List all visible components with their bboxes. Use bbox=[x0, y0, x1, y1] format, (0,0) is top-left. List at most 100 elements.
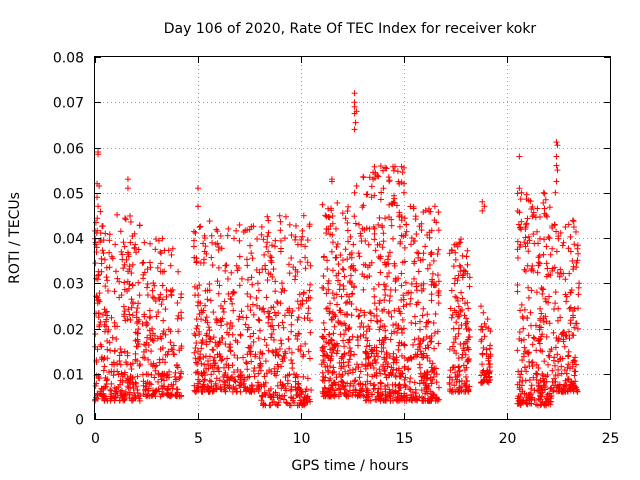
data-point bbox=[215, 264, 222, 271]
data-point bbox=[374, 318, 381, 325]
data-point bbox=[125, 384, 132, 391]
data-point bbox=[523, 221, 530, 228]
data-point bbox=[567, 304, 574, 311]
data-point bbox=[368, 317, 375, 324]
data-point bbox=[381, 368, 388, 375]
data-point bbox=[159, 268, 166, 275]
data-point bbox=[127, 317, 134, 324]
data-point bbox=[483, 346, 490, 353]
data-point bbox=[406, 386, 413, 393]
data-point bbox=[326, 214, 333, 221]
data-point bbox=[419, 354, 426, 361]
data-point bbox=[277, 395, 284, 402]
data-point bbox=[384, 273, 391, 280]
data-point bbox=[433, 282, 440, 289]
data-point bbox=[528, 396, 535, 403]
data-point bbox=[244, 276, 251, 283]
data-point bbox=[355, 364, 362, 371]
data-point bbox=[559, 330, 566, 337]
data-point bbox=[528, 206, 535, 213]
data-point bbox=[483, 373, 490, 380]
data-point bbox=[96, 298, 103, 305]
data-point bbox=[206, 377, 213, 384]
data-point bbox=[517, 307, 524, 314]
data-point bbox=[371, 236, 378, 243]
data-point bbox=[277, 227, 284, 234]
data-point bbox=[554, 372, 561, 379]
data-point bbox=[121, 369, 128, 376]
data-point bbox=[456, 388, 463, 395]
data-point bbox=[194, 285, 201, 292]
data-point bbox=[288, 255, 295, 262]
y-tick-label: 0.04 bbox=[53, 232, 84, 248]
data-point bbox=[411, 275, 418, 282]
data-point bbox=[362, 349, 369, 356]
data-point bbox=[253, 295, 260, 302]
data-point bbox=[260, 236, 267, 243]
data-point bbox=[174, 386, 181, 393]
data-point bbox=[217, 339, 224, 346]
data-point bbox=[92, 260, 99, 267]
data-point bbox=[387, 336, 394, 343]
data-point bbox=[256, 355, 263, 362]
data-point bbox=[152, 297, 159, 304]
data-point bbox=[553, 228, 560, 235]
data-point bbox=[543, 243, 550, 250]
data-point bbox=[329, 369, 336, 376]
data-point bbox=[466, 327, 473, 334]
data-point bbox=[174, 315, 181, 322]
data-point bbox=[329, 231, 336, 238]
data-point bbox=[423, 333, 430, 340]
data-point bbox=[557, 314, 564, 321]
data-point bbox=[330, 330, 337, 337]
data-point bbox=[390, 192, 397, 199]
data-point bbox=[564, 364, 571, 371]
data-point bbox=[398, 270, 405, 277]
data-point bbox=[289, 397, 296, 404]
data-point bbox=[118, 349, 125, 356]
data-point bbox=[450, 325, 457, 332]
data-point bbox=[535, 240, 542, 247]
data-point bbox=[554, 269, 561, 276]
data-point bbox=[288, 328, 295, 335]
data-point bbox=[355, 342, 362, 349]
data-point bbox=[363, 396, 370, 403]
data-point bbox=[377, 269, 384, 276]
data-point bbox=[270, 266, 277, 273]
data-point bbox=[292, 222, 299, 229]
data-point bbox=[431, 330, 438, 337]
data-point bbox=[241, 384, 248, 391]
data-point bbox=[517, 196, 524, 203]
data-point bbox=[241, 374, 248, 381]
data-point bbox=[144, 266, 151, 273]
data-point bbox=[563, 333, 570, 340]
data-point bbox=[158, 382, 165, 389]
data-point bbox=[359, 381, 366, 388]
data-point bbox=[328, 337, 335, 344]
data-point bbox=[574, 242, 581, 249]
data-point bbox=[413, 287, 420, 294]
data-point bbox=[435, 246, 442, 253]
data-point bbox=[236, 221, 243, 228]
data-point bbox=[463, 382, 470, 389]
data-point bbox=[320, 254, 327, 261]
data-point bbox=[402, 279, 409, 286]
data-point bbox=[371, 344, 378, 351]
data-point bbox=[382, 334, 389, 341]
data-point bbox=[132, 379, 139, 386]
data-point bbox=[132, 241, 139, 248]
data-point bbox=[557, 229, 564, 236]
data-point bbox=[431, 365, 438, 372]
data-point bbox=[449, 247, 456, 254]
data-point bbox=[551, 375, 558, 382]
data-point bbox=[330, 346, 337, 353]
data-point bbox=[173, 362, 180, 369]
data-point bbox=[209, 262, 216, 269]
data-point bbox=[195, 292, 202, 299]
data-point bbox=[326, 331, 333, 338]
data-point bbox=[131, 392, 138, 399]
data-point bbox=[324, 305, 331, 312]
data-point bbox=[534, 371, 541, 378]
data-point bbox=[230, 288, 237, 295]
data-point bbox=[530, 209, 537, 216]
